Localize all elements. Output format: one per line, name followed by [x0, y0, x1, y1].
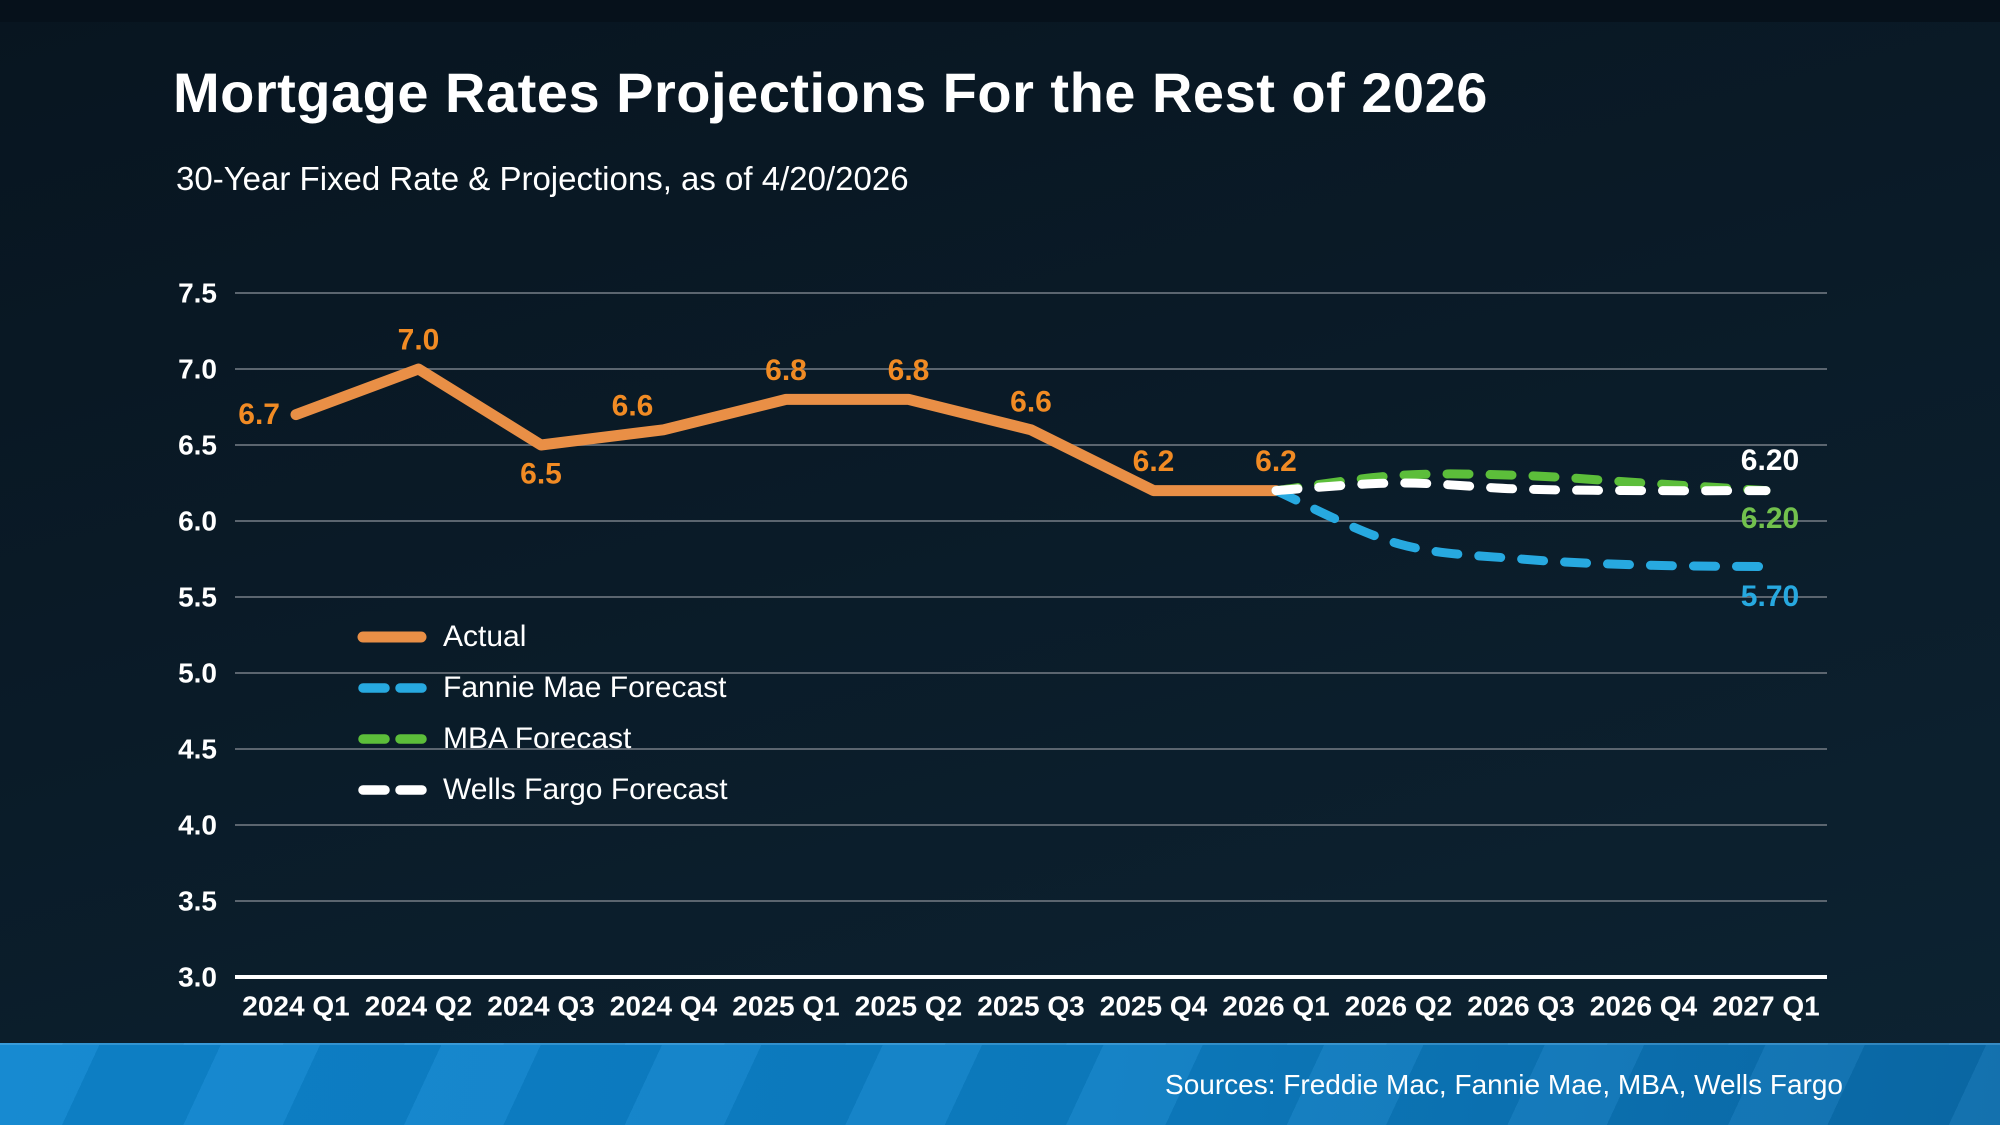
- x-tick-label: 2024 Q4: [610, 991, 718, 1022]
- top-accent-band: [0, 0, 2000, 22]
- series-lines: [290, 363, 1771, 572]
- y-tick-label: 7.0: [178, 354, 217, 385]
- x-tick-label: 2025 Q2: [855, 991, 962, 1022]
- series-end-label: 5.70: [1741, 580, 1799, 613]
- series-line-actual: [290, 363, 1282, 497]
- data-label: 6.2: [1255, 445, 1297, 478]
- wells-fargo-swatch-line: [358, 784, 440, 795]
- series-line-fannie-mae-forecast: [1271, 486, 1771, 572]
- y-tick-label: 7.5: [178, 278, 217, 309]
- x-tick-label: 2026 Q3: [1467, 991, 1574, 1022]
- x-tick-label: 2024 Q3: [487, 991, 594, 1022]
- y-tick-label: 6.5: [178, 430, 217, 461]
- series-line-mba-forecast: [1271, 469, 1771, 496]
- x-tick-label: 2024 Q2: [365, 991, 472, 1022]
- y-tick-label: 3.5: [178, 886, 217, 917]
- data-label: 7.0: [398, 324, 440, 357]
- legend-item-fannie-mae: Fannie Mae Forecast: [357, 662, 728, 713]
- legend-item-mba: MBA Forecast: [357, 713, 728, 764]
- legend-label: Actual: [443, 619, 527, 653]
- data-label: 6.6: [1010, 385, 1052, 418]
- y-tick-label: 4.5: [178, 734, 217, 765]
- y-tick-label: 4.0: [178, 810, 217, 841]
- x-tick-label: 2025 Q3: [977, 991, 1084, 1022]
- x-tick-label: 2026 Q2: [1345, 991, 1452, 1022]
- actual-swatch-line: [357, 631, 427, 642]
- chart-subtitle: 30-Year Fixed Rate & Projections, as of …: [176, 160, 909, 197]
- y-tick-label: 5.5: [178, 582, 217, 613]
- data-label: 6.8: [888, 354, 930, 387]
- data-label: 6.6: [612, 389, 654, 422]
- axis-tick-labels: 7.5 7.0 6.5 6.0 5.5 5.0 4.5 4.0 3.5 3.0 2024 Q1 202…: [178, 278, 1820, 1022]
- series-end-label: 6.20: [1741, 502, 1799, 535]
- data-label: 6.2: [1133, 445, 1175, 478]
- y-tick-label: 3.0: [178, 962, 217, 993]
- y-tick-label: 5.0: [178, 658, 217, 689]
- series-end-label: 6.20: [1741, 444, 1799, 477]
- source-bar: Sources: Freddie Mac, Fannie Mae, MBA, W…: [0, 1043, 2000, 1125]
- legend-label: Fannie Mae Forecast: [443, 670, 727, 704]
- mba-swatch-line: [358, 733, 440, 744]
- data-label: 6.5: [520, 458, 562, 491]
- x-tick-label: 2024 Q1: [242, 991, 349, 1022]
- legend-item-actual: Actual: [357, 611, 728, 662]
- legend: Actual Fannie Mae Forecast MBA Forecast Wel…: [357, 611, 728, 815]
- legend-label: Wells Fargo Forecast: [443, 772, 728, 806]
- x-tick-label: 2027 Q1: [1712, 991, 1819, 1022]
- legend-label: MBA Forecast: [443, 721, 632, 755]
- source-note: Sources: Freddie Mac, Fannie Mae, MBA, W…: [1165, 1069, 1843, 1100]
- data-labels: 6.7 7.0 6.5 6.6 6.8 6.8 6.6 6.2 6.2 6.20 5.70 6.20: [238, 324, 1799, 614]
- chart-title: Mortgage Rates Projections For the Rest …: [173, 61, 1488, 124]
- x-tick-label: 2025 Q1: [732, 991, 839, 1022]
- series-line-wells-fargo-forecast: [1271, 478, 1771, 496]
- fannie-mae-swatch-line: [358, 682, 440, 693]
- x-tick-label: 2025 Q4: [1100, 991, 1208, 1022]
- data-label: 6.8: [765, 354, 807, 387]
- x-tick-label: 2026 Q4: [1590, 991, 1698, 1022]
- legend-item-wells-fargo: Wells Fargo Forecast: [357, 764, 728, 815]
- gridlines: [235, 292, 1827, 979]
- x-tick-label: 2026 Q1: [1222, 991, 1329, 1022]
- data-label: 6.7: [238, 398, 280, 431]
- y-tick-label: 6.0: [178, 506, 217, 537]
